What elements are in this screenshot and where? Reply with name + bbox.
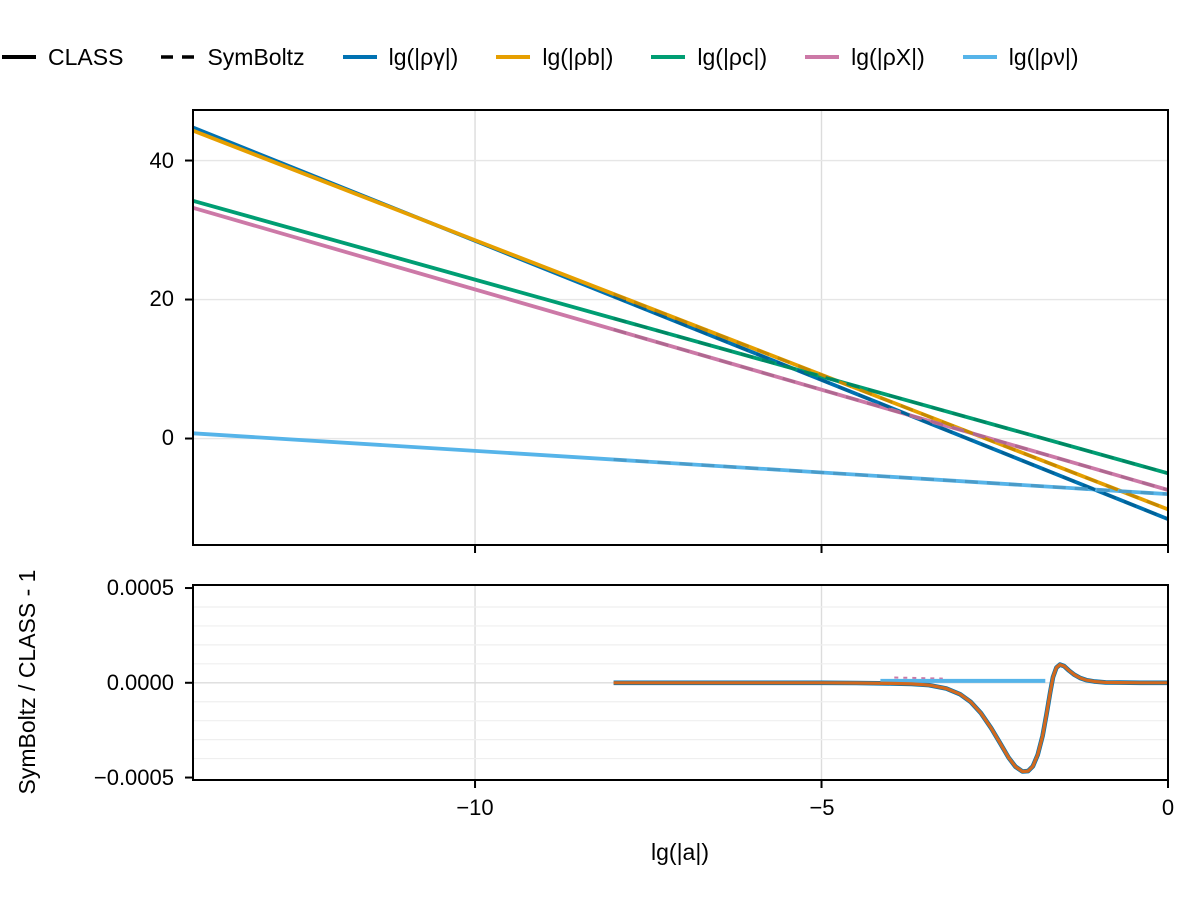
legend-label: lg(|ρc|) — [697, 43, 768, 70]
legend-label: lg(|ρX|) — [851, 43, 925, 70]
class-line-swatch — [2, 55, 36, 59]
x-axis-label: lg(|a|) — [651, 839, 709, 865]
legend-label: CLASS — [48, 43, 124, 70]
residual-y-axis-label: SymBoltz / CLASS - 1 — [14, 569, 40, 795]
xtick-0: 0 — [1161, 795, 1175, 820]
res-ytick-neg: −0.0005 — [93, 765, 174, 790]
rho-nu-swatch — [962, 55, 997, 59]
rho-X-swatch — [805, 55, 840, 59]
res-ytick-pos: 0.0005 — [106, 575, 174, 600]
legend-label: lg(|ρν|) — [1008, 43, 1079, 70]
legend-label: lg(|ργ|) — [388, 43, 459, 70]
rho-c-swatch — [651, 55, 686, 59]
legend-item-rho-b: lg(|ρb|) — [494, 44, 613, 71]
legend-item-rho-c: lg(|ρc|) — [649, 44, 767, 71]
main-ytick-20: 20 — [149, 286, 174, 311]
xtick-m5: −5 — [809, 795, 835, 820]
legend: CLASS SymBoltz lg(|ργ|) lg(|ρb|) lg(|ρc|… — [0, 40, 1079, 74]
legend-label: SymBoltz — [207, 43, 305, 70]
legend-item-rho-nu: lg(|ρν|) — [961, 44, 1079, 71]
legend-item-rho-X: lg(|ρX|) — [803, 44, 925, 71]
legend-item-class: CLASS — [0, 44, 123, 71]
legend-item-symboltz: SymBoltz — [159, 43, 305, 71]
legend-item-rho-gamma: lg(|ργ|) — [341, 43, 459, 71]
rho-b-swatch — [496, 55, 531, 59]
legend-label: lg(|ρb|) — [542, 43, 614, 70]
main-ytick-40: 40 — [149, 148, 174, 173]
main-ytick-0: 0 — [161, 425, 174, 450]
xtick-m10: −10 — [456, 795, 494, 820]
symboltz-line-swatch — [161, 55, 196, 59]
res-ytick-zero: 0.0000 — [106, 670, 174, 695]
rho-gamma-swatch — [342, 55, 377, 59]
